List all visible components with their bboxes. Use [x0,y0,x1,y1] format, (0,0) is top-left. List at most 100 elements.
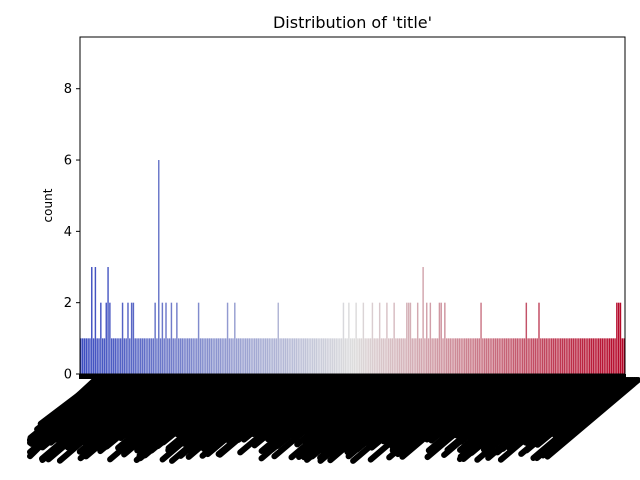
bar [161,302,164,374]
bar [301,338,303,374]
bar [123,338,126,374]
y-tick-label: 2 [64,296,72,311]
bar [281,338,283,374]
bar [465,338,468,374]
bar [321,338,323,374]
bar [206,338,209,374]
bar [145,338,147,374]
bar [110,338,113,374]
bar [112,338,115,374]
bar [587,338,589,374]
bar [94,267,97,374]
bar [558,338,560,374]
bar [326,338,328,374]
bar [527,338,529,374]
bar [317,338,319,374]
bar [429,302,432,374]
bar [185,338,187,374]
bar [154,302,156,374]
bar [362,302,365,374]
bar [273,338,276,374]
bar [342,302,345,374]
bar [217,338,220,374]
bar [509,338,511,374]
bar [483,338,486,374]
bar [168,338,171,374]
bar [560,338,562,374]
bar [538,302,540,374]
bar [288,338,290,374]
bar [464,338,466,374]
bar [328,338,330,374]
bar [297,338,299,374]
bar [248,338,251,374]
bar [608,338,611,374]
bar [554,338,557,374]
bar [101,338,104,374]
bar [502,338,504,374]
bar [518,338,520,374]
bar [139,338,142,374]
bar [335,338,337,374]
bar [351,338,354,374]
bar [250,338,252,374]
bar [313,338,316,374]
bar [541,338,544,374]
bar [525,302,528,374]
bar [514,338,517,374]
bar [103,338,106,374]
bar [407,302,410,374]
bar [158,160,160,374]
bar [601,338,604,374]
bar [471,338,473,374]
bar [485,338,488,374]
bar [482,338,484,374]
bar [239,338,241,374]
bar [105,302,107,374]
y-tick-label: 6 [64,154,72,169]
bar [590,338,593,374]
bar [404,338,406,374]
bar [570,338,573,374]
bar [359,338,361,374]
bar [474,338,477,374]
bar [152,338,155,374]
x-tick-label [544,377,640,460]
bar [275,338,278,374]
bar [561,338,564,374]
bar [299,338,301,374]
y-axis-label: count [41,188,55,222]
bar [545,338,547,374]
bar [411,338,413,374]
bar [467,338,470,374]
bar [330,338,332,374]
bar [614,338,616,374]
bar [223,338,225,374]
bar [520,338,522,374]
y-tick-label: 0 [64,368,72,383]
bar [583,338,585,374]
bar [607,338,609,374]
bar [384,338,386,374]
bar [234,302,236,374]
bar [552,338,555,374]
bar [159,338,162,374]
bar [565,338,567,374]
bar [355,302,357,374]
bar [221,338,223,374]
bar [263,338,265,374]
bar [284,338,287,374]
bar [581,338,584,374]
bar [246,338,249,374]
bar [344,338,346,374]
bar [181,338,184,374]
bar [402,338,404,374]
bar [469,338,471,374]
bar [476,338,479,374]
bar [96,338,98,374]
bar [415,338,417,374]
bar [438,302,441,374]
bar [237,338,240,374]
bar [348,302,350,374]
x-tick-label-band [27,374,640,464]
